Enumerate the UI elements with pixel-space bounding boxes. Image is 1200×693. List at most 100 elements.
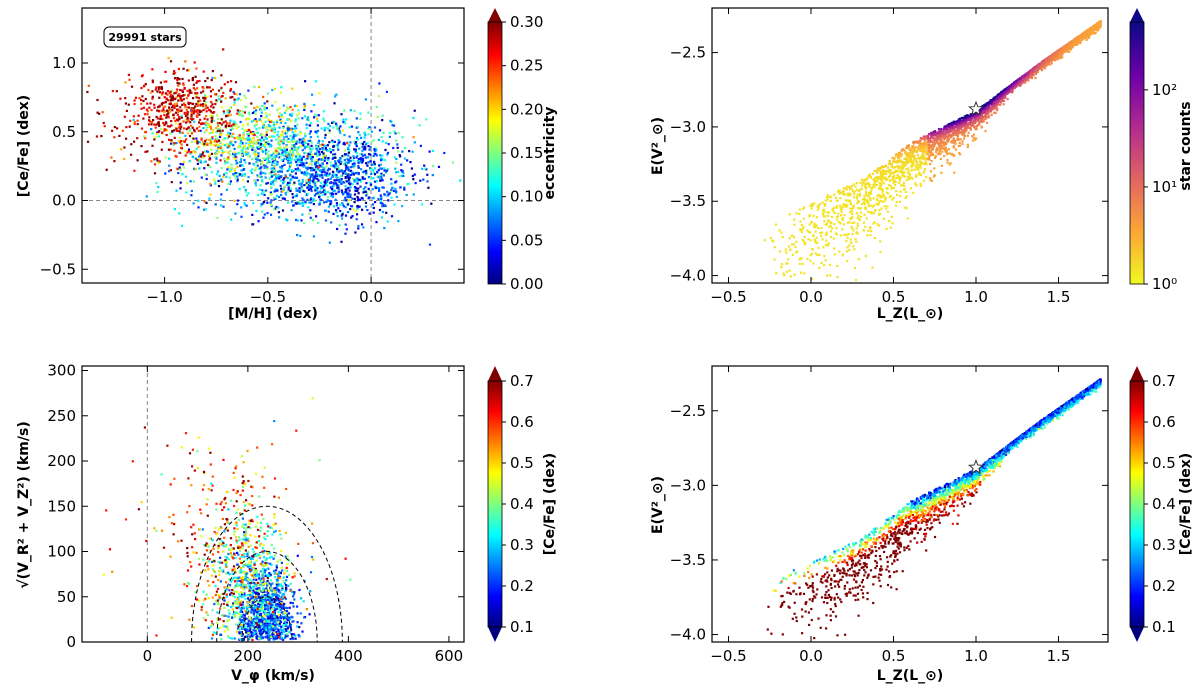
data-point-p1 [168,170,170,172]
data-point-p1 [384,149,386,151]
data-point-p1 [227,81,229,83]
density-point-p2 [911,169,913,171]
data-point-p1 [280,92,282,94]
data-point-p1 [264,167,266,169]
data-point-p1 [261,203,263,205]
data-point-p1 [319,191,321,193]
data-point-p1 [340,175,342,177]
data-point-p1 [334,160,336,162]
data-point-p1 [304,173,306,175]
y-tick-label-p1: −0.5 [40,260,76,278]
data-point-p1 [380,136,382,138]
data-point-p1 [144,113,146,115]
data-point-p1 [133,141,135,143]
data-point-p1 [349,194,351,196]
data-point-p1 [169,132,171,134]
data-point-p1 [189,130,191,132]
data-point-p1 [340,163,342,165]
density-point-p2 [883,218,885,220]
data-point-p1 [243,132,245,134]
data-point-p1 [375,221,377,223]
density-point-p2 [807,238,809,240]
data-point-p1 [113,136,115,138]
data-point-p1 [203,167,205,169]
data-point-p1 [242,179,244,181]
density-point-p2 [940,158,942,160]
data-point-p1 [316,178,318,180]
data-point-p1 [305,162,307,164]
data-point-p1 [271,89,273,91]
data-point-p1 [338,181,340,183]
data-point-p1 [206,126,208,128]
data-point-p1 [309,163,311,165]
density-point-p2 [857,223,859,225]
data-point-p1 [161,87,163,89]
density-point-p2 [818,267,820,269]
data-point-p1 [355,172,357,174]
data-point-p1 [291,138,293,140]
density-point-p2 [813,223,815,225]
data-point-p1 [216,153,218,155]
data-point-p1 [170,139,172,141]
density-point-p2 [940,172,942,174]
density-point-p2 [827,242,829,244]
data-point-p1 [180,147,182,149]
data-point-p1 [196,159,198,161]
density-point-p2 [774,246,776,248]
data-point-p1 [259,139,261,141]
density-point-p2 [860,216,862,218]
data-point-p1 [366,209,368,211]
data-point-p1 [378,95,380,97]
data-point-p1 [361,150,363,152]
data-point-p1 [395,132,397,134]
data-point-p1 [290,161,292,163]
data-point-p1 [344,197,346,199]
density-point-p2 [907,167,909,169]
data-point-p1 [314,187,316,189]
data-point-p1 [356,117,358,119]
data-point-p1 [357,187,359,189]
data-point-p1 [220,154,222,156]
data-point-p1 [291,113,293,115]
data-point-p1 [379,209,381,211]
data-point-p1 [236,166,238,168]
data-point-p1 [295,202,297,204]
data-point-p1 [287,154,289,156]
data-point-p1 [224,163,226,165]
data-point-p1 [204,80,206,82]
data-point-p1 [212,89,214,91]
density-point-p2 [930,179,932,181]
data-point-p1 [283,164,285,166]
density-point-p2 [796,212,798,214]
data-point-p1 [290,120,292,122]
data-point-p1 [155,182,157,184]
data-point-p1 [308,201,310,203]
density-point-p2 [859,195,861,197]
data-point-p1 [275,150,277,152]
data-point-p1 [192,79,194,81]
density-point-p2 [851,222,853,224]
data-point-p1 [264,108,266,110]
data-point-p1 [273,124,275,126]
data-point-p1 [282,134,284,136]
data-point-p1 [286,219,288,221]
data-point-p1 [159,105,161,107]
data-point-p1 [297,153,299,155]
data-point-p1 [114,126,116,128]
data-point-p1 [257,194,259,196]
data-point-p1 [401,175,403,177]
data-point-p1 [395,162,397,164]
density-point-p2 [790,275,792,277]
data-point-p1 [129,126,131,128]
data-point-p1 [427,187,429,189]
data-point-p1 [215,203,217,205]
data-point-p1 [389,192,391,194]
data-point-p1 [270,140,272,142]
data-point-p1 [174,77,176,79]
data-point-p1 [125,138,127,140]
data-point-p1 [237,126,239,128]
data-point-p1 [196,127,198,129]
data-point-p1 [252,202,254,204]
data-point-p1 [360,137,362,139]
density-point-p2 [855,232,857,234]
